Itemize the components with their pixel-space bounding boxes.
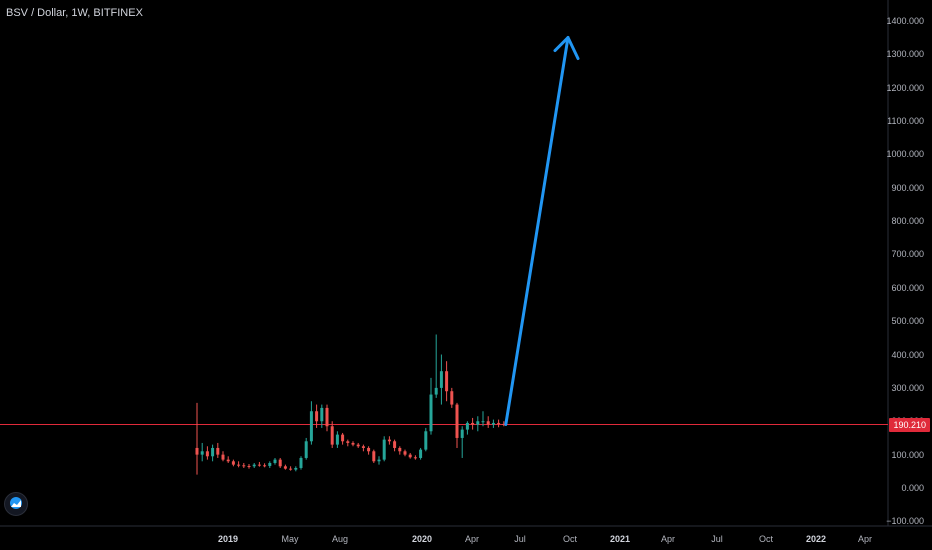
x-tick-label: Apr [857,534,873,544]
x-tick-label: 2022 [805,534,827,544]
candle-down [242,465,246,467]
x-tick-label: Jul [711,534,723,544]
axis-borders [0,0,932,527]
x-tick-label: Apr [464,534,480,544]
candle-down [221,454,225,460]
candle-down [497,422,501,424]
y-tick-label: 700.000 [891,249,924,260]
tradingview-logo-shape [10,497,22,509]
candle-up [460,429,464,438]
y-tick-label: 1400.000 [886,15,924,26]
candle-up [273,459,277,463]
y-tick-label: −100.000 [886,516,924,527]
y-tick-label: 1100.000 [887,115,924,126]
candle-down [247,465,251,467]
chart-title: BSV / Dollar, 1W, BITFINEX [6,7,143,19]
candle-down [398,447,402,452]
candle-up [424,431,428,450]
candle-up [419,449,423,458]
candle-up [211,447,215,457]
candle-up [252,464,256,467]
y-tick-label: 100.000 [891,449,924,460]
candle-up [309,411,313,442]
candle-up [429,394,433,432]
candle-down [455,404,459,438]
candle-down [408,454,412,458]
candle-down [216,447,220,455]
x-tick-label: 2019 [217,534,239,544]
candle-up [335,434,339,445]
projection-arrow-annotation[interactable] [504,36,580,427]
candle-down [393,441,397,448]
candle-down [361,446,365,448]
candle-down [450,391,454,405]
candle-up [268,462,272,466]
candle-down [367,447,371,452]
arrow-head [553,36,580,61]
candle-down [486,421,490,425]
candle-down [205,451,209,457]
candle-up [491,422,495,425]
y-tick-label: 1300.000 [886,49,924,60]
x-tick-label: Oct [562,534,578,544]
candle-down [341,434,345,442]
x-tick-label: Oct [758,534,774,544]
y-tick-label: 1200.000 [886,82,924,93]
candle-down [226,459,230,462]
y-tick-label: 400.000 [891,349,924,360]
candle-down [387,439,391,442]
candle-up [294,467,298,470]
candle-up [465,422,469,430]
y-tick-label: 600.000 [891,282,924,293]
y-tick-label: 0.000 [901,483,924,493]
candle-up [434,387,438,395]
candle-down [330,426,334,445]
candle-up [299,457,303,468]
current-price-tag: 190.210 [889,417,930,432]
candle-up [476,421,480,425]
candle-up [320,407,324,422]
candle-down [351,442,355,445]
y-tick-label: 300.000 [891,382,924,393]
y-tick-label: 900.000 [891,182,924,193]
candle-up [382,439,386,460]
candle-up [439,371,443,388]
y-tick-label: 500.000 [891,316,924,327]
candle-up [200,451,204,455]
tradingview-logo-icon[interactable] [4,492,28,516]
candle-down [278,459,282,467]
candle-down [356,444,360,447]
x-tick-label: 2021 [609,534,631,544]
y-tick-label: 800.000 [891,216,924,227]
candle-down [231,461,235,465]
candle-down [289,468,293,470]
candle-up [304,441,308,458]
candle-down [195,447,199,455]
candle-down [346,441,350,443]
x-tick-label: May [281,534,299,544]
x-tick-label: Apr [660,534,676,544]
candle-up [481,421,485,423]
x-tick-label: Jul [514,534,526,544]
x-tick-label: 2020 [411,534,433,544]
candle-down [445,371,449,392]
arrow-shaft [504,36,570,427]
y-tick-label: 1000.000 [886,149,924,160]
candle-down [315,411,319,422]
candlestick-series [195,334,506,475]
candle-down [237,464,241,466]
candle-down [263,465,267,467]
candle-up [377,459,381,462]
candle-down [413,457,417,459]
candle-down [283,466,287,469]
x-tick-label: Aug [331,534,349,544]
candle-down [257,464,261,466]
candle-down [403,451,407,455]
candle-down [502,423,506,425]
candle-down [471,422,475,425]
candle-down [372,451,376,462]
candle-down [325,407,329,427]
